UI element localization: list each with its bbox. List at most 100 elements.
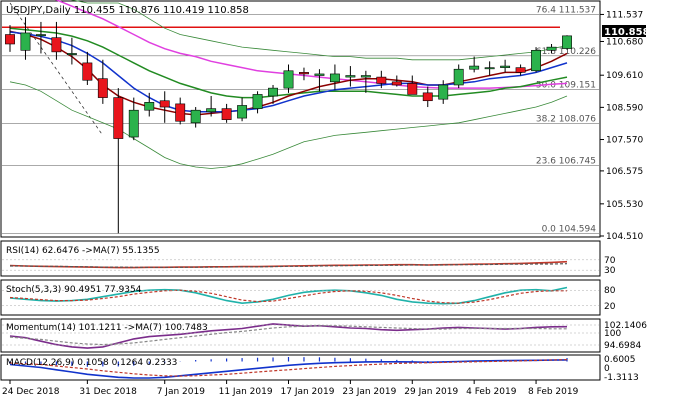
price-tick-label-4: 108.590 xyxy=(606,103,643,113)
candle-body-3 xyxy=(51,37,62,53)
macd-signal-line xyxy=(9,359,568,377)
candle-body-32 xyxy=(500,65,511,68)
candle-body-24 xyxy=(376,76,387,84)
mom-lines-series-1 xyxy=(9,325,567,346)
candle-body-2 xyxy=(36,34,46,37)
price-tick-label-5: 107.570 xyxy=(606,136,643,146)
candle-body-14 xyxy=(221,108,232,120)
candle-body-23 xyxy=(360,75,371,78)
candle-body-27 xyxy=(422,92,433,102)
candle-body-17 xyxy=(268,87,278,97)
candle-body-13 xyxy=(206,108,217,113)
candle-body-18 xyxy=(283,70,294,89)
price-axis: 111.537 110.680 109.610 108.590 107.570 106.5… xyxy=(600,10,643,242)
macd-line xyxy=(9,359,568,379)
macd-title: MACD(12,26,9) 0.1058 0.1264 0.2333 xyxy=(6,358,177,368)
candle-body-30 xyxy=(469,65,480,70)
macd-lines xyxy=(9,357,568,379)
date-label-7: 4 Feb 2019 xyxy=(466,387,517,397)
candle-body-15 xyxy=(237,105,248,119)
price-tick-label-8: 104.510 xyxy=(606,232,643,242)
price-panel-title: USDJPY,Daily 110.455 110.876 110.419 110… xyxy=(6,5,249,16)
price-tick-label-0: 111.537 xyxy=(606,10,643,20)
candle-body-5 xyxy=(82,62,93,81)
stoch-axis: 80 20 xyxy=(604,286,616,312)
candle-body-35 xyxy=(546,46,557,51)
ma-green-line xyxy=(9,27,568,99)
fib-lines: 76.4 111.537 61.8 110.226 50.0 109.151 38.2… xyxy=(2,2,599,234)
candle-body-31 xyxy=(484,67,495,70)
macd-axis-label-1: 0 xyxy=(604,364,610,374)
date-label-3: 11 Jan 2019 xyxy=(219,387,273,397)
candles xyxy=(5,17,572,234)
candle-body-36 xyxy=(562,35,572,49)
stoch-lines-series-1 xyxy=(9,289,567,304)
momentum-lines xyxy=(2,323,599,349)
candle-body-28 xyxy=(438,84,449,100)
fib-label-4: 23.6 106.745 xyxy=(536,157,596,167)
rsi-lines-series-1 xyxy=(10,263,568,268)
date-label-8: 8 Feb 2019 xyxy=(528,387,579,397)
candle-body-10 xyxy=(159,100,170,108)
price-tick-label-7: 105.530 xyxy=(606,200,643,210)
stoch-axis-label-0: 80 xyxy=(604,286,616,296)
candle-body-20 xyxy=(314,73,325,76)
stoch-lines-series-0 xyxy=(9,286,568,305)
candle-body-11 xyxy=(175,103,186,122)
stoch-panel-frame xyxy=(0,279,601,316)
momentum-panel-frame xyxy=(0,318,601,353)
candle-body-12 xyxy=(190,109,201,124)
mom-axis-label-1: 100 xyxy=(604,329,621,339)
candle-body-9 xyxy=(144,102,155,111)
date-label-4: 17 Jan 2019 xyxy=(281,387,335,397)
price-tick-label-2: 110.680 xyxy=(606,37,643,47)
price-tick-label-6: 106.575 xyxy=(606,167,643,177)
stoch-axis-label-1: 20 xyxy=(604,302,616,312)
date-label-2: 7 Jan 2019 xyxy=(157,387,205,397)
candle-body-0 xyxy=(5,34,15,45)
rsi-title: RSI(14) 62.6476 ->MA(7) 55.1355 xyxy=(6,246,160,256)
date-label-0: 24 Dec 2018 xyxy=(2,387,60,397)
price-panel: 76.4 111.537 61.8 110.226 50.0 109.151 38.2… xyxy=(0,0,650,242)
candle-body-21 xyxy=(329,73,340,83)
candle-body-22 xyxy=(345,75,356,78)
date-axis: 24 Dec 2018 31 Dec 2018 7 Jan 2019 11 Jan 2… xyxy=(2,380,579,397)
candle-body-19 xyxy=(299,72,309,75)
fib-label-2: 50.0 109.151 xyxy=(536,81,596,91)
candle-body-29 xyxy=(453,68,464,86)
macd-axis-label-0: 0.6005 xyxy=(604,355,636,365)
momentum-title: Momentum(14) 101.1211 ->MA(7) 100.7483 xyxy=(6,323,208,333)
candle-body-7 xyxy=(113,97,124,139)
rsi-panel-frame xyxy=(0,240,601,277)
mom-axis-label-2: 94.6984 xyxy=(604,341,641,351)
candle-body-26 xyxy=(407,83,418,95)
date-label-1: 31 Dec 2018 xyxy=(79,387,137,397)
rsi-axis-label-1: 30 xyxy=(604,266,616,276)
fib-label-1: 61.8 110.226 xyxy=(536,47,596,57)
candle-body-25 xyxy=(391,81,402,86)
last-price-label: 110.858 xyxy=(604,27,650,38)
candle-body-34 xyxy=(531,49,541,72)
bollinger-lower-line xyxy=(9,81,568,169)
date-label-5: 23 Jan 2019 xyxy=(342,387,396,397)
macd-axis-label-2: -1.3113 xyxy=(604,373,639,383)
fib-label-3: 38.2 108.076 xyxy=(536,115,596,125)
fib-label-0: 76.4 111.537 xyxy=(536,5,596,15)
candle-body-6 xyxy=(97,78,108,98)
candle-body-4 xyxy=(66,53,77,55)
rsi-lines xyxy=(2,259,599,271)
mom-axis-label-0: 102.1406 xyxy=(604,321,647,331)
stoch-lines xyxy=(2,286,599,307)
price-panel-frame xyxy=(0,0,601,238)
date-label-6: 29 Jan 2019 xyxy=(404,387,458,397)
fib-label-5: 0.0 104.594 xyxy=(542,224,597,234)
rsi-axis-label-0: 70 xyxy=(604,256,616,266)
